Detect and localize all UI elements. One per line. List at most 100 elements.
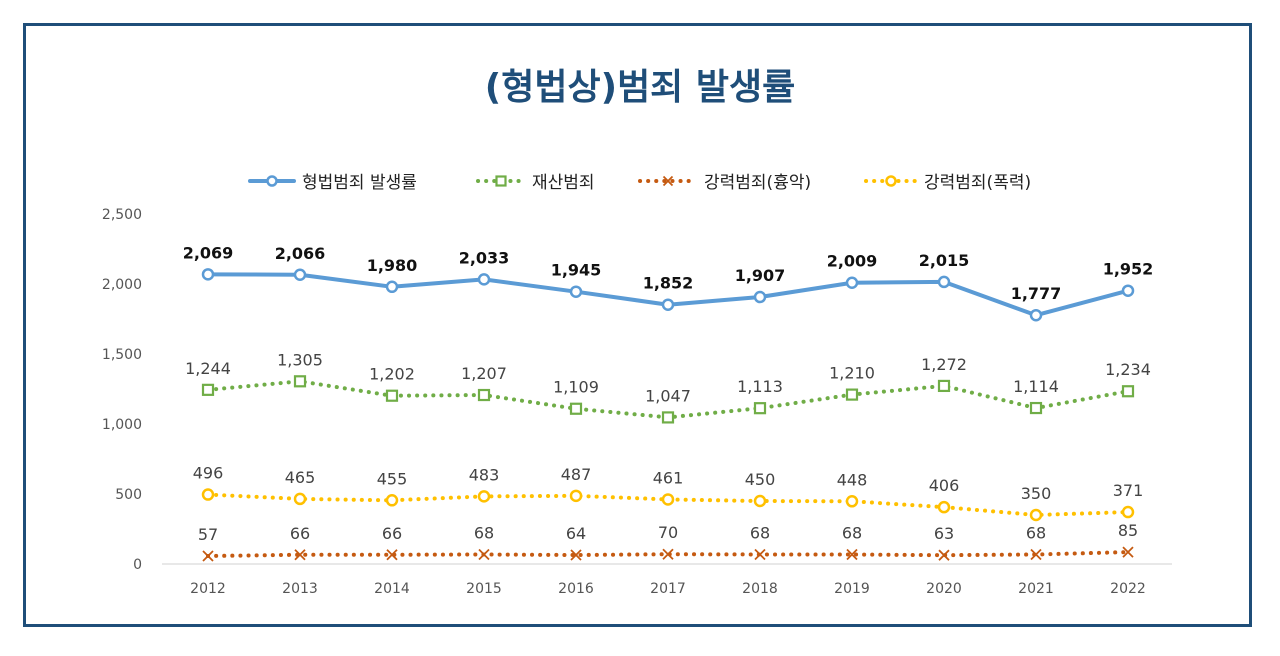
legend-item: 형법범죄 발생률 [248, 173, 417, 193]
data-label: 406 [929, 476, 960, 495]
data-label: 465 [285, 468, 316, 487]
y-tick-label: 500 [115, 487, 142, 503]
legend-item: 재산범죄 [476, 173, 595, 193]
data-label: 461 [653, 468, 684, 487]
data-point [662, 175, 674, 187]
data-point [661, 298, 675, 311]
y-tick-label: 1,000 [102, 417, 142, 433]
data-label: 448 [837, 470, 868, 489]
data-point [938, 549, 950, 561]
legend: 형법범죄 발생률 재산범죄 강력범죄(흉악) 강력범죄(폭력) [248, 173, 1031, 193]
y-tick-label: 2,000 [102, 277, 142, 293]
data-label: 1,210 [829, 364, 875, 383]
data-label: 1,113 [737, 377, 783, 396]
data-point [495, 175, 507, 187]
legend-label: 형법범죄 발생률 [302, 173, 417, 193]
data-label: 66 [382, 524, 402, 543]
x-tick-label: 2022 [1110, 581, 1146, 597]
x-tick-label: 2019 [834, 581, 870, 597]
data-label: 450 [745, 470, 776, 489]
x-tick-label: 2017 [650, 581, 686, 597]
y-tick-label: 2,500 [102, 207, 142, 223]
data-label: 66 [290, 524, 310, 543]
legend-label: 강력범죄(폭력) [924, 173, 1031, 193]
data-point [201, 383, 215, 396]
chart-frame [23, 23, 1252, 627]
data-label: 496 [193, 464, 224, 483]
data-point [1029, 308, 1043, 322]
data-point [570, 549, 582, 561]
data-point [477, 490, 491, 503]
data-point [1121, 385, 1135, 398]
data-label: 2,066 [275, 244, 326, 263]
data-label: 1,777 [1011, 284, 1062, 303]
data-point [937, 275, 951, 289]
data-point [662, 548, 674, 560]
data-label: 57 [198, 525, 218, 544]
x-tick-label: 2016 [558, 581, 594, 597]
legend-label: 강력범죄(흉악) [704, 173, 811, 193]
data-label: 1,109 [553, 378, 599, 397]
data-label: 2,009 [827, 252, 878, 271]
data-label: 85 [1118, 521, 1138, 540]
data-label: 68 [474, 523, 494, 542]
data-label: 1,207 [461, 364, 507, 383]
data-point [201, 488, 215, 501]
data-label: 1,907 [735, 266, 786, 285]
x-tick-label: 2021 [1018, 581, 1054, 597]
legend-label: 재산범죄 [532, 173, 595, 193]
data-point [294, 549, 306, 561]
data-point [386, 549, 398, 561]
data-label: 68 [750, 523, 770, 542]
data-point [477, 273, 491, 286]
data-label: 1,852 [643, 274, 694, 293]
data-label: 1,202 [369, 365, 415, 384]
data-point [845, 276, 859, 289]
data-point [201, 268, 215, 281]
data-label: 2,033 [459, 248, 510, 267]
data-point [1122, 546, 1134, 558]
data-point [293, 268, 307, 282]
data-point [754, 548, 766, 561]
data-point [1029, 401, 1043, 415]
data-point [202, 550, 214, 562]
data-point [293, 375, 307, 388]
data-point [478, 548, 490, 561]
data-label: 2,069 [183, 243, 234, 262]
y-tick-label: 1,500 [102, 347, 142, 363]
data-label: 68 [842, 523, 862, 542]
data-point [846, 548, 858, 561]
data-label: 487 [561, 465, 592, 484]
data-point [1029, 508, 1043, 522]
data-label: 483 [469, 465, 500, 484]
data-point [661, 411, 675, 424]
x-tick-label: 2012 [190, 581, 226, 597]
data-label: 2,015 [919, 251, 970, 270]
data-point [385, 389, 399, 402]
data-label: 64 [566, 524, 586, 543]
data-labels: 2,069 2,066 1,980 2,033 1,945 1,852 1,907 2,009… [183, 243, 1154, 544]
data-label: 1,305 [277, 350, 323, 369]
data-point [569, 285, 583, 298]
data-label: 1,272 [921, 355, 967, 374]
x-tick-label: 2013 [282, 581, 318, 597]
legend-item: 강력범죄(흉악) [638, 173, 811, 193]
data-point [937, 379, 951, 393]
chart-title: (형법상)범죄 발생률 [484, 67, 796, 108]
legend-item: 강력범죄(폭력) [864, 173, 1031, 193]
data-point [1030, 548, 1042, 561]
data-point [569, 402, 583, 415]
data-point [753, 402, 767, 415]
data-point [885, 175, 897, 187]
x-tick-label: 2018 [742, 581, 778, 597]
data-point [1121, 284, 1135, 297]
data-label: 70 [658, 523, 678, 542]
data-point [1121, 505, 1135, 519]
data-label: 350 [1021, 484, 1052, 503]
data-label: 455 [377, 469, 408, 488]
data-point [753, 494, 767, 508]
data-label: 1,945 [551, 261, 602, 280]
data-label: 1,114 [1013, 377, 1059, 396]
x-tick-label: 2014 [374, 581, 410, 597]
data-point [385, 280, 399, 294]
